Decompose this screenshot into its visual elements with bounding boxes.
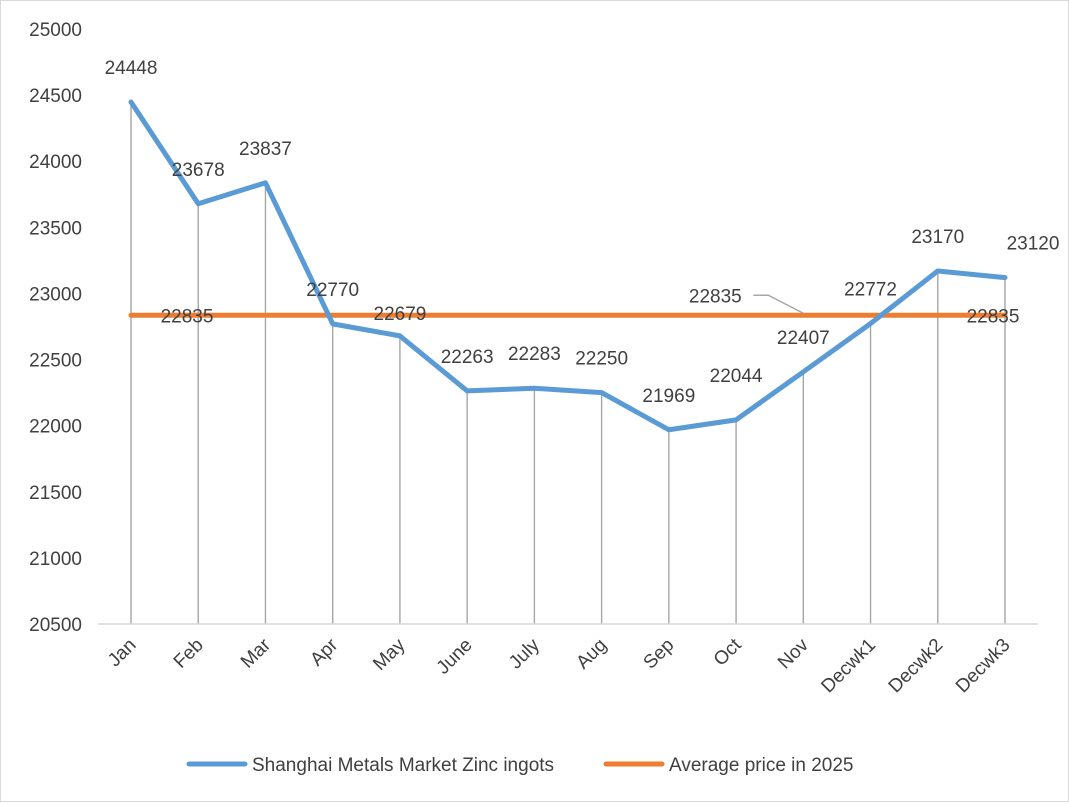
zinc-data-label: 23678 xyxy=(172,160,225,181)
y-tick-label: 22000 xyxy=(29,417,82,438)
zinc-data-label: 22772 xyxy=(844,280,897,301)
y-tick-label: 23000 xyxy=(29,284,82,305)
y-tick-label: 21000 xyxy=(29,549,82,570)
x-tick-label: Decwk2 xyxy=(885,635,948,698)
y-axis-ticks: 20500 21000 21500 22000 22500 23000 23500 24000… xyxy=(29,20,82,636)
x-tick-label: Sep xyxy=(640,635,679,674)
zinc-data-label: 23120 xyxy=(1007,234,1060,255)
legend-item-zinc: Shanghai Metals Market Zinc ingots xyxy=(186,755,554,776)
zinc-data-label: 22679 xyxy=(374,304,427,325)
average-label-leader-line xyxy=(753,294,804,314)
zinc-data-label: 22770 xyxy=(306,280,359,301)
x-tick-label: June xyxy=(433,635,477,679)
x-tick-label: July xyxy=(505,634,544,673)
y-tick-label: 22500 xyxy=(29,351,82,372)
zinc-data-label: 22250 xyxy=(575,349,628,370)
x-tick-label: Oct xyxy=(710,634,746,670)
zinc-data-label: 22407 xyxy=(777,328,830,349)
zinc-data-label: 23170 xyxy=(911,227,964,248)
x-tick-label: Mar xyxy=(237,634,275,672)
x-axis-ticks: Jan Feb Mar Apr May June July Aug Sep Oct Nov Decwk… xyxy=(104,634,1015,697)
x-tick-label: Aug xyxy=(572,635,611,674)
zinc-data-label: 22283 xyxy=(508,344,561,365)
legend: Shanghai Metals Market Zinc ingots Avera… xyxy=(186,755,854,776)
series-lines xyxy=(128,99,1008,433)
leader-lines xyxy=(753,294,804,314)
zinc-data-label: 21969 xyxy=(642,386,695,407)
x-tick-label: Feb xyxy=(170,635,208,673)
x-tick-label: Decwk3 xyxy=(952,635,1015,698)
x-tick-label: Jan xyxy=(104,635,141,672)
x-tick-label: Apr xyxy=(306,634,342,670)
zinc-data-label: 22263 xyxy=(441,347,494,368)
legend-item-average: Average price in 2025 xyxy=(603,755,854,776)
average-data-label: 22835 xyxy=(967,306,1020,327)
y-tick-label: 23500 xyxy=(29,218,82,239)
y-tick-label: 24500 xyxy=(29,86,82,107)
x-tick-label: May xyxy=(369,634,410,675)
zinc-data-label: 23837 xyxy=(239,139,292,160)
y-tick-label: 21500 xyxy=(29,483,82,504)
legend-label-zinc: Shanghai Metals Market Zinc ingots xyxy=(252,755,554,776)
x-tick-label: Decwk1 xyxy=(817,635,880,698)
x-tick-label: Nov xyxy=(774,634,813,673)
zinc-price-line xyxy=(128,99,1008,433)
drop-lines xyxy=(130,101,1006,624)
data-labels: 24448 23678 23837 22770 22679 22263 22283 22250… xyxy=(105,58,1060,407)
y-tick-label: 20500 xyxy=(29,615,82,636)
legend-label-average: Average price in 2025 xyxy=(669,755,854,776)
average-data-label: 22835 xyxy=(689,286,742,307)
zinc-data-label: 24448 xyxy=(105,58,158,79)
zinc-data-label: 22044 xyxy=(710,366,763,387)
average-data-label: 22835 xyxy=(161,306,214,327)
y-tick-label: 24000 xyxy=(29,152,82,173)
y-tick-label: 25000 xyxy=(29,20,82,41)
